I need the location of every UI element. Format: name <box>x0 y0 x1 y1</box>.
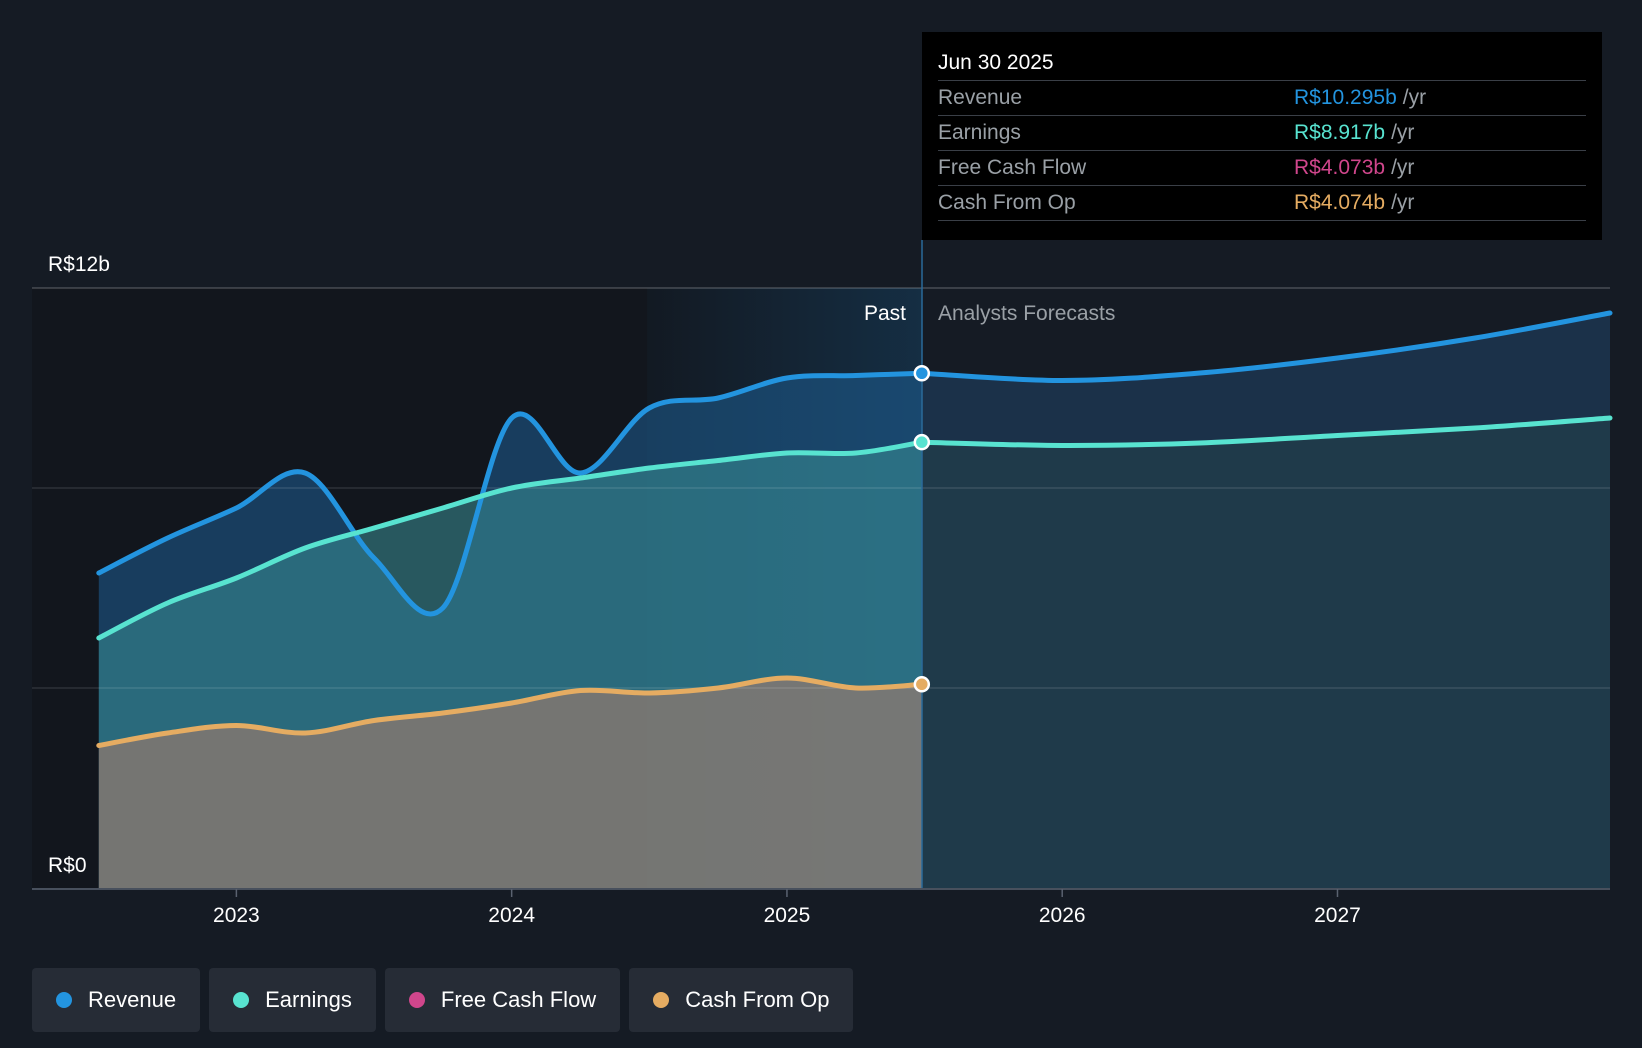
gridlines <box>32 287 1610 689</box>
cash-from-op-past-area <box>98 678 922 888</box>
revenue-marker <box>913 365 931 382</box>
earnings-forecast-area <box>921 418 1610 888</box>
x-tick-label: 2026 <box>1039 904 1086 927</box>
x-tick-label: 2023 <box>213 904 260 927</box>
x-ticks: 2023 2024 2025 2026 2027 <box>213 889 1361 927</box>
cash-from-op-marker <box>913 676 931 693</box>
tooltip-row-earnings: Earnings R$8.917b /yr <box>938 116 1586 151</box>
tooltip-unit: /yr <box>1391 121 1415 144</box>
x-tick-label: 2025 <box>764 904 811 927</box>
x-tick-label: 2027 <box>1314 904 1361 927</box>
legend-dot-icon <box>56 992 72 1008</box>
tooltip-date: Jun 30 2025 <box>938 46 1586 81</box>
legend-dot-icon <box>233 992 250 1008</box>
tooltip-row-cash-from-op: Cash From Op R$4.074b /yr <box>938 186 1586 221</box>
legend-item-cash-from-op[interactable]: Cash From Op <box>629 968 854 1032</box>
legend-label: Free Cash Flow <box>440 987 597 1012</box>
legend-dot-icon <box>653 992 670 1008</box>
tooltip-unit: /yr <box>1391 191 1415 214</box>
legend-dot-icon <box>408 992 425 1008</box>
revenue-past-line <box>96 370 925 617</box>
legend-item-free-cash-flow[interactable]: Free Cash Flow <box>384 968 621 1032</box>
legend-label: Cash From Op <box>685 987 830 1012</box>
tooltip-label: Revenue <box>938 86 1023 109</box>
tooltip-value: R$4.074b <box>1294 191 1386 214</box>
series-areas <box>98 313 1610 888</box>
tooltip-value: R$4.073b <box>1294 156 1386 179</box>
tooltip-value: R$10.295b <box>1294 86 1397 109</box>
tooltip-row-revenue: Revenue R$10.295b /yr <box>938 81 1586 116</box>
x-tick-label: 2024 <box>488 904 535 927</box>
forecast-label: Analysts Forecasts <box>938 302 1115 325</box>
cash-from-op-past-line <box>96 675 925 748</box>
past-label: Past <box>864 302 906 325</box>
tooltip-label: Earnings <box>938 121 1021 144</box>
tooltip-value: R$8.917b <box>1294 121 1386 144</box>
y-label-top: R$12b <box>48 253 110 276</box>
y-label-bottom: R$0 <box>48 854 87 877</box>
legend-label: Earnings <box>265 987 352 1012</box>
tooltip-label: Cash From Op <box>938 191 1076 214</box>
chart: 2023 2024 2025 2026 2027 R$12b R$0 Past Anal… <box>32 240 1613 927</box>
tooltip: Jun 30 2025 Revenue R$10.295b /yr Earnin… <box>922 32 1602 240</box>
tooltip-label: Free Cash Flow <box>938 156 1087 179</box>
tooltip-row-free-cash-flow: Free Cash Flow R$4.073b /yr <box>938 151 1586 186</box>
tooltip-unit: /yr <box>1402 86 1427 109</box>
tooltip-unit: /yr <box>1391 156 1415 179</box>
legend-label: Revenue <box>88 987 177 1012</box>
series-lines <box>96 310 1613 748</box>
earnings-past-line <box>96 439 925 641</box>
legend: Revenue Earnings Free Cash Flow Cash Fro… <box>32 968 854 1032</box>
legend-item-revenue[interactable]: Revenue <box>32 968 201 1032</box>
earnings-forecast-line <box>919 415 1613 449</box>
current-markers <box>913 365 931 693</box>
revenue-forecast-line <box>919 310 1613 383</box>
legend-item-earnings[interactable]: Earnings <box>209 968 376 1032</box>
earnings-marker <box>913 433 931 451</box>
